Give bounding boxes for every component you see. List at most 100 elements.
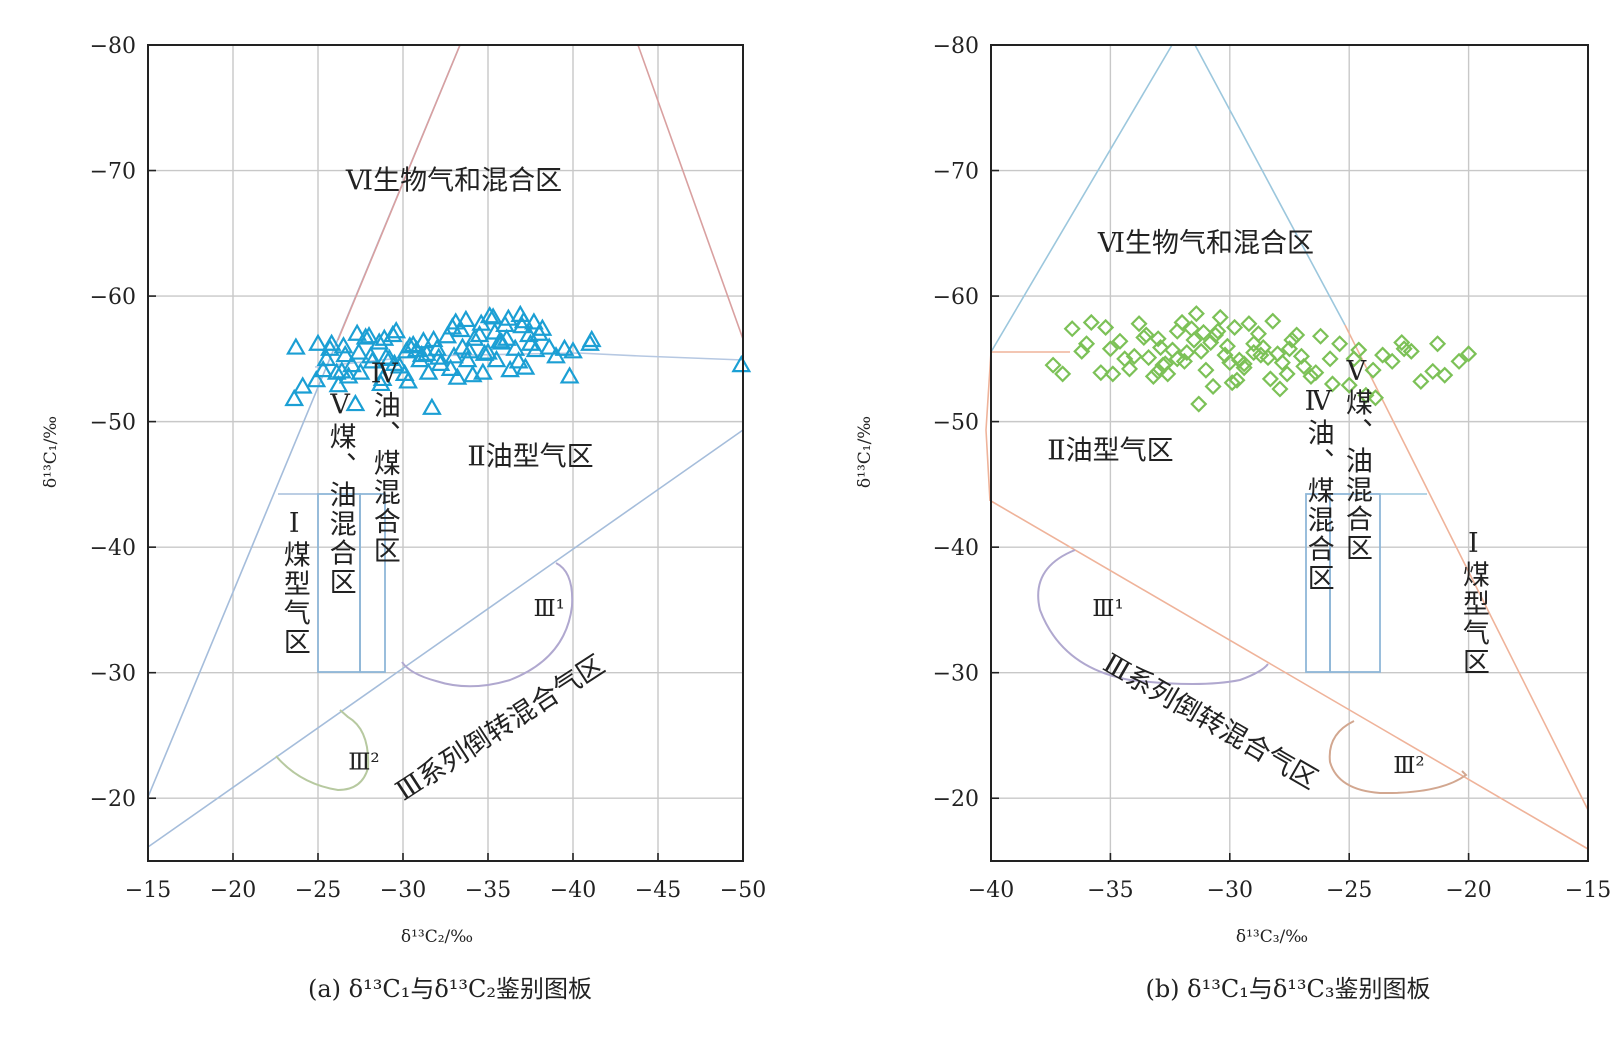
data-point (437, 326, 458, 344)
data-point (500, 359, 520, 378)
y-tick-label: −80 (933, 34, 979, 59)
data-point (524, 312, 544, 330)
data-point (1063, 320, 1081, 338)
data-point (1323, 375, 1342, 393)
boundary-line (990, 500, 1589, 850)
boundary-line (147, 429, 744, 848)
data-point (1082, 313, 1100, 331)
y-tick-label: −50 (90, 411, 136, 436)
data-point (1331, 335, 1349, 353)
region-label: Ⅵ生物气和混合区 (345, 165, 562, 196)
data-point (1209, 322, 1227, 340)
data-point (529, 323, 549, 341)
data-point (1163, 341, 1182, 359)
data-point (1175, 352, 1193, 370)
data-point (328, 374, 349, 393)
data-point (515, 357, 536, 375)
data-point (1240, 315, 1258, 333)
data-point (345, 393, 366, 412)
data-point (495, 314, 515, 333)
region-labels: Ⅵ生物气和混合区 Ⅱ油型气区 Ⅳ油、煤混合区 Ⅴ煤、油混合区 Ⅰ煤型气区 Ⅲ¹ Ⅲ² Ⅲ系列倒… (1047, 228, 1489, 796)
caption: (a) δ¹³C₁与δ¹³C₂鉴别图板 (308, 975, 592, 1003)
data-point (1151, 338, 1170, 357)
data-point (464, 328, 485, 346)
data-point (1412, 372, 1430, 390)
boundary-line (1344, 324, 1589, 811)
data-point (1144, 367, 1162, 385)
axis-ticks: −15 −20 −25 −30 −35 −40 −45 −50 −20 −30 −40 −50 −60 −… (90, 34, 767, 903)
data-point (1259, 349, 1277, 367)
data-point (1221, 354, 1239, 372)
data-point (286, 337, 306, 355)
data-point (376, 347, 396, 365)
data-point (1137, 326, 1155, 344)
region-label: Ⅱ油型气区 (467, 442, 593, 473)
data-point (1197, 361, 1215, 379)
data-point (508, 351, 529, 369)
data-point (539, 337, 560, 355)
data-point (563, 341, 583, 359)
data-point (1321, 350, 1339, 368)
data-point (469, 324, 490, 343)
data-point (1278, 365, 1296, 383)
region-boundaries (985, 44, 1589, 850)
y-tick-label: −20 (933, 787, 979, 812)
data-point (1295, 357, 1313, 375)
x-tick-label: −25 (1326, 878, 1372, 903)
y-tick-label: −80 (90, 34, 136, 59)
data-point (1185, 331, 1203, 349)
subregion-iii2-boundary (1328, 720, 1468, 795)
region-label: Ⅰ煤型气区 (279, 508, 311, 657)
data-point (513, 310, 534, 329)
data-point (1226, 318, 1244, 337)
data-point (348, 342, 369, 360)
data-point (1357, 386, 1375, 404)
region-label: Ⅵ生物气和混合区 (1097, 228, 1314, 259)
region-label: Ⅳ油、煤混合区 (1303, 386, 1335, 593)
x-tick-label: −15 (125, 878, 171, 903)
subregion-iii1-boundary (401, 562, 574, 688)
y-tick-label: −40 (933, 536, 979, 561)
data-point (427, 338, 447, 356)
data-point (1077, 335, 1096, 353)
data-point (1044, 356, 1062, 374)
data-point (413, 331, 434, 349)
data-point (384, 353, 405, 371)
data-point (308, 333, 328, 351)
data-point (1173, 313, 1191, 331)
data-point (1460, 345, 1478, 363)
data-point (1190, 395, 1208, 413)
subregion-iii1-boundary (1037, 549, 1269, 685)
data-point (321, 333, 342, 351)
data-point (1223, 374, 1241, 392)
data-point (444, 346, 464, 364)
plot-frame (147, 44, 744, 862)
data-point (1187, 305, 1205, 323)
data-point (350, 362, 371, 380)
x-tick-label: −35 (1087, 878, 1133, 903)
boundary-line (337, 44, 461, 341)
data-point (1168, 322, 1186, 340)
data-point (1283, 331, 1301, 349)
data-point (422, 397, 442, 415)
data-point (1288, 326, 1306, 344)
data-point (505, 338, 526, 356)
x-tick-label: −40 (968, 878, 1014, 903)
data-point (559, 366, 580, 384)
y-tick-label: −20 (90, 787, 136, 812)
data-point (1307, 364, 1325, 382)
data-point (1311, 327, 1330, 345)
data-point (731, 354, 752, 373)
plot-frame (990, 44, 1589, 862)
data-point (1393, 333, 1411, 352)
region-box-v (1329, 493, 1381, 673)
y-axis-title: δ¹³C₁/‰ (855, 416, 875, 488)
data-point (490, 331, 510, 349)
data-point (1424, 362, 1442, 380)
data-point (411, 344, 432, 363)
data-point (1194, 323, 1213, 342)
region-label: Ⅰ煤型气区 (1458, 528, 1490, 677)
data-point (554, 338, 575, 356)
